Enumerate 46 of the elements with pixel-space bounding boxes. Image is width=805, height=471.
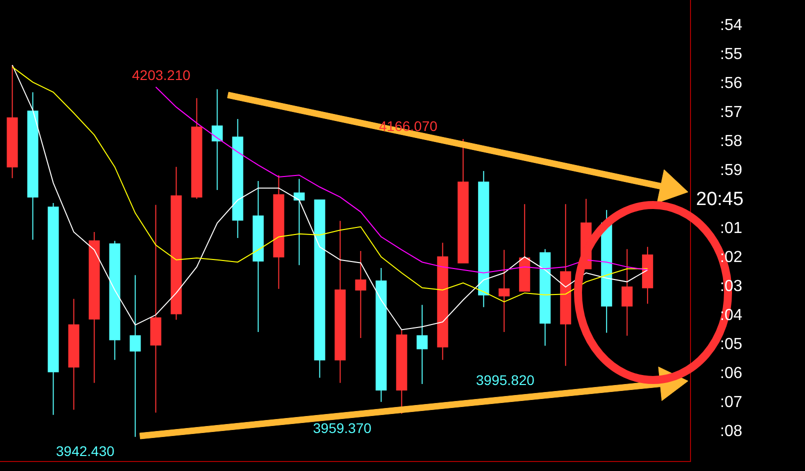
candlestick — [560, 204, 572, 366]
text: :57 — [720, 104, 742, 121]
candlestick — [150, 204, 162, 414]
text: :59 — [720, 162, 742, 179]
candlestick — [334, 220, 346, 384]
candlestick — [170, 166, 182, 320]
candlestick — [88, 231, 100, 384]
candlestick — [437, 242, 448, 360]
candlestick — [642, 246, 654, 304]
text: :56 — [720, 75, 742, 92]
candlestick — [191, 98, 202, 200]
candlestick — [314, 200, 326, 378]
candlestick — [376, 268, 387, 402]
text: :05 — [720, 336, 742, 353]
annotation: 3959.370 — [313, 420, 372, 436]
candlestick — [498, 249, 510, 332]
candlestick — [212, 88, 223, 190]
candlestick — [540, 248, 551, 346]
candlestick — [416, 304, 428, 385]
candlestick — [458, 138, 469, 264]
candlestick — [130, 274, 141, 438]
candlestick — [622, 248, 633, 336]
text: 3942.430 — [56, 443, 115, 459]
annotation: 4203.210 — [132, 67, 191, 83]
annotation: 3995.820 — [476, 372, 535, 388]
candlestick — [109, 240, 120, 360]
candlestick — [396, 329, 408, 414]
text: :08 — [720, 423, 742, 440]
candlestick — [232, 118, 244, 238]
text: 20:45 — [696, 189, 744, 210]
candlestick — [48, 202, 59, 416]
candlestick — [478, 170, 490, 308]
text: :07 — [720, 394, 742, 411]
candlestick — [355, 250, 366, 338]
text: :06 — [720, 365, 742, 382]
candlestick — [273, 174, 284, 290]
candlestick — [519, 204, 530, 292]
candlestick — [27, 92, 38, 240]
candlestick — [68, 298, 80, 410]
text: :58 — [720, 133, 742, 150]
text: :01 — [720, 220, 742, 237]
text: :55 — [720, 46, 742, 63]
candlestick — [252, 180, 264, 332]
candlestick — [6, 64, 18, 179]
candlestick — [294, 178, 305, 266]
text: :54 — [720, 17, 742, 34]
